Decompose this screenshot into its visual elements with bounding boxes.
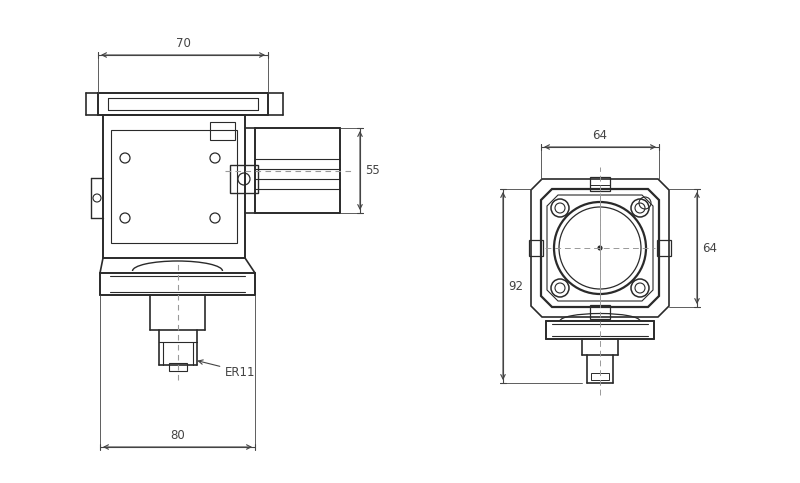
Bar bbox=[657, 240, 671, 256]
Text: 92: 92 bbox=[508, 280, 523, 293]
Bar bbox=[590, 177, 610, 191]
Circle shape bbox=[598, 246, 602, 250]
Text: 64: 64 bbox=[593, 129, 607, 142]
Text: 64: 64 bbox=[702, 242, 717, 255]
Bar bbox=[230, 165, 258, 193]
Text: 55: 55 bbox=[365, 164, 380, 177]
Bar bbox=[591, 373, 609, 380]
Bar bbox=[111, 130, 237, 243]
Bar bbox=[210, 122, 235, 140]
Text: 70: 70 bbox=[175, 37, 190, 50]
Bar bbox=[529, 240, 543, 256]
Bar bbox=[590, 305, 610, 319]
Text: ER11: ER11 bbox=[225, 367, 255, 380]
Text: 80: 80 bbox=[170, 429, 185, 442]
Bar bbox=[169, 363, 186, 371]
